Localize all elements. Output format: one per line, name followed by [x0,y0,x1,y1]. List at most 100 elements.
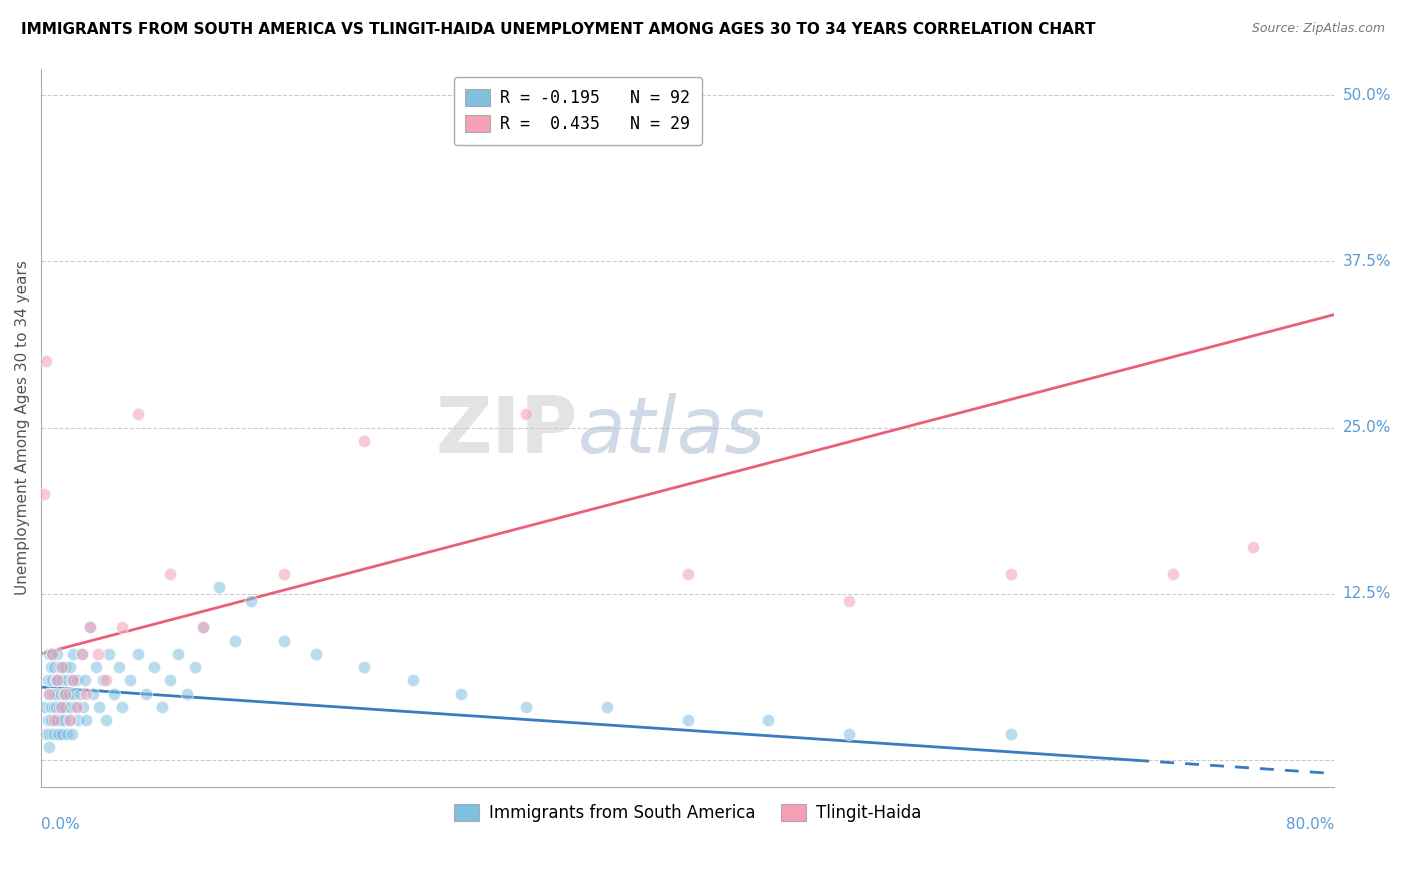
Point [66,700,89,714]
Point [63,700,86,714]
Point [62,687,84,701]
Point [49,700,72,714]
Text: 12.5%: 12.5% [1343,586,1391,601]
Point [42,700,65,714]
Point [48,660,70,674]
Point [41,726,63,740]
Point [41,647,63,661]
Point [38,647,60,661]
Text: IMMIGRANTS FROM SOUTH AMERICA VS TLINGIT-HAIDA UNEMPLOYMENT AMONG AGES 30 TO 34 : IMMIGRANTS FROM SOUTH AMERICA VS TLINGIT… [21,22,1095,37]
Point [58,714,80,728]
Point [42,660,65,674]
Point [51,673,73,688]
Point [450,687,472,701]
Point [1000,726,1022,740]
Point [38,687,60,701]
Point [208,580,231,594]
Point [98,647,121,661]
Point [94,673,117,688]
Point [94,714,117,728]
Point [48,700,70,714]
Point [838,726,860,740]
Point [127,647,149,661]
Point [515,408,537,422]
Point [676,714,699,728]
Point [66,673,89,688]
Point [41,687,63,701]
Point [42,714,65,728]
Text: 80.0%: 80.0% [1286,817,1334,832]
Point [79,620,101,634]
Point [39,714,62,728]
Text: 0.0%: 0.0% [41,817,80,832]
Point [62,673,84,688]
Point [596,700,619,714]
Point [75,687,97,701]
Point [58,687,80,701]
Point [46,673,69,688]
Point [1161,567,1184,582]
Point [52,687,75,701]
Point [79,620,101,634]
Point [51,660,73,674]
Point [51,700,73,714]
Point [118,673,141,688]
Point [62,647,84,661]
Point [402,673,425,688]
Point [46,714,69,728]
Point [37,714,59,728]
Point [84,660,107,674]
Point [49,714,72,728]
Point [159,673,181,688]
Point [67,714,90,728]
Point [60,726,83,740]
Point [39,700,62,714]
Point [91,673,114,688]
Point [191,620,214,634]
Point [75,714,97,728]
Point [167,647,190,661]
Point [183,660,205,674]
Point [34,700,56,714]
Point [45,714,67,728]
Point [353,434,375,448]
Point [60,673,83,688]
Point [135,687,157,701]
Point [49,687,72,701]
Point [56,673,79,688]
Point [49,660,72,674]
Point [59,660,82,674]
Y-axis label: Unemployment Among Ages 30 to 34 years: Unemployment Among Ages 30 to 34 years [15,260,30,595]
Point [45,673,67,688]
Point [51,726,73,740]
Point [1241,541,1264,555]
Point [86,647,108,661]
Point [273,633,295,648]
Text: 25.0%: 25.0% [1343,420,1391,435]
Point [89,700,111,714]
Point [35,354,58,368]
Point [38,726,60,740]
Point [45,700,67,714]
Point [103,687,125,701]
Point [676,567,699,582]
Point [41,673,63,688]
Point [35,726,58,740]
Point [353,660,375,674]
Point [39,660,62,674]
Point [107,660,129,674]
Point [38,739,60,754]
Point [240,593,263,607]
Point [72,700,94,714]
Point [838,593,860,607]
Point [224,633,246,648]
Point [127,408,149,422]
Point [53,687,76,701]
Point [515,700,537,714]
Point [56,726,79,740]
Point [82,687,104,701]
Point [38,687,60,701]
Point [53,700,76,714]
Point [1000,567,1022,582]
Point [70,647,93,661]
